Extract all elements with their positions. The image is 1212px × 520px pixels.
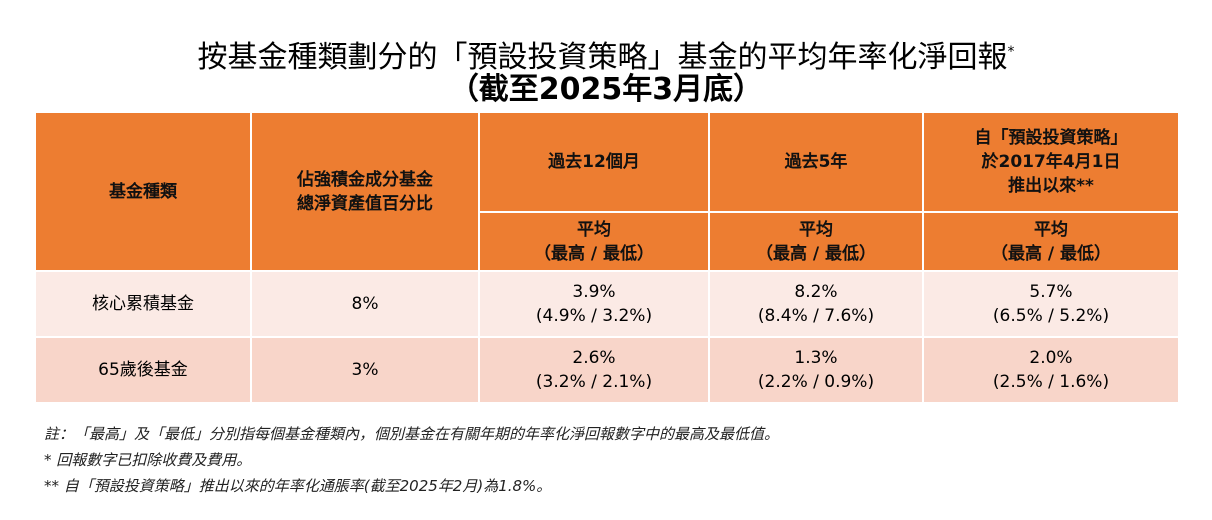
subheader-text: （最高 / 最低） (533, 243, 655, 264)
header-5-years: 過去5年 (708, 111, 924, 213)
header-since-launch: 自「預設投資策略」 於2017年4月1日 推出以來** (922, 111, 1180, 213)
page-title: 按基金種類劃分的「預設投資策略」基金的平均年率化淨回報* (0, 34, 1212, 76)
subheader-avg: 平均 （最高 / 最低） (478, 211, 710, 272)
footnotes: 註：「最高」及「最低」分別指每個基金種類內，個別基金在有關年期的年率化淨回報數字… (44, 421, 779, 499)
subheader-text: 平均 (1034, 219, 1068, 240)
avg: 1.3% (794, 348, 838, 368)
header-12-months: 過去12個月 (478, 111, 710, 213)
return-cell: 2.6% (3.2% / 2.1%) (478, 336, 710, 404)
subheader-text: 平均 (577, 219, 611, 240)
header-text: 過去5年 (784, 152, 848, 172)
return-cell: 1.3% (2.2% / 0.9%) (708, 336, 924, 404)
title-text: 按基金種類劃分的「預設投資策略」基金的平均年率化淨回報 (197, 40, 1008, 75)
returns-table: 基金種類 佔強積金成分基金 總淨資產值百分比 過去12個月 過去5年 自「預設投資… (34, 111, 1180, 404)
nav-percentage: 8% (250, 270, 480, 338)
table-row: 核心累積基金 8% 3.9% (4.9% / 3.2%) 8.2% (8.4% / … (34, 270, 1180, 338)
avg: 3.9% (572, 282, 616, 302)
title-footnote-mark: * (1007, 44, 1015, 60)
range: (6.5% / 5.2%) (992, 306, 1110, 326)
subheader-avg: 平均 （最高 / 最低） (922, 211, 1180, 272)
footnote: ** 自「預設投資策略」推出以來的年率化通脹率(截至2025年2月)為1.8%。 (44, 477, 552, 495)
header-pct-line1: 佔強積金成分基金 (297, 169, 433, 190)
subheader-avg: 平均 （最高 / 最低） (708, 211, 924, 272)
avg: 2.0% (1029, 348, 1073, 368)
nav-percentage: 3% (250, 336, 480, 404)
header-pct-line2: 總淨資產值百分比 (297, 193, 433, 214)
header-text: 過去12個月 (548, 152, 640, 172)
avg: 5.7% (1029, 282, 1073, 302)
header-text: 推出以來** (1008, 176, 1094, 196)
return-cell: 3.9% (4.9% / 3.2%) (478, 270, 710, 338)
return-cell: 5.7% (6.5% / 5.2%) (922, 270, 1180, 338)
header-nav-percentage: 佔強積金成分基金 總淨資產值百分比 (250, 111, 480, 272)
range: (2.2% / 0.9%) (757, 372, 875, 392)
range: (3.2% / 2.1%) (535, 372, 653, 392)
fund-name: 核心累積基金 (34, 270, 252, 338)
page-subtitle: （截至2025年3月底） (448, 72, 764, 107)
return-cell: 2.0% (2.5% / 1.6%) (922, 336, 1180, 404)
range: (8.4% / 7.6%) (757, 306, 875, 326)
subheader-text: 平均 (799, 219, 833, 240)
range: (4.9% / 3.2%) (535, 306, 653, 326)
return-cell: 8.2% (8.4% / 7.6%) (708, 270, 924, 338)
avg: 2.6% (572, 348, 616, 368)
subheader-text: （最高 / 最低） (755, 243, 877, 264)
fund-name: 65歲後基金 (34, 336, 252, 404)
table-row: 65歲後基金 3% 2.6% (3.2% / 2.1%) 1.3% (2.2% / … (34, 336, 1180, 404)
header-fund-type: 基金種類 (34, 111, 252, 272)
range: (2.5% / 1.6%) (992, 372, 1110, 392)
footnote: 註：「最高」及「最低」分別指每個基金種類內，個別基金在有關年期的年率化淨回報數字… (44, 425, 780, 443)
header-text: 自「預設投資策略」 (974, 128, 1128, 148)
avg: 8.2% (794, 282, 838, 302)
header-text: 於2017年4月1日 (981, 152, 1121, 172)
subheader-text: （最高 / 最低） (990, 243, 1112, 264)
footnote: * 回報數字已扣除收費及費用。 (44, 451, 252, 469)
